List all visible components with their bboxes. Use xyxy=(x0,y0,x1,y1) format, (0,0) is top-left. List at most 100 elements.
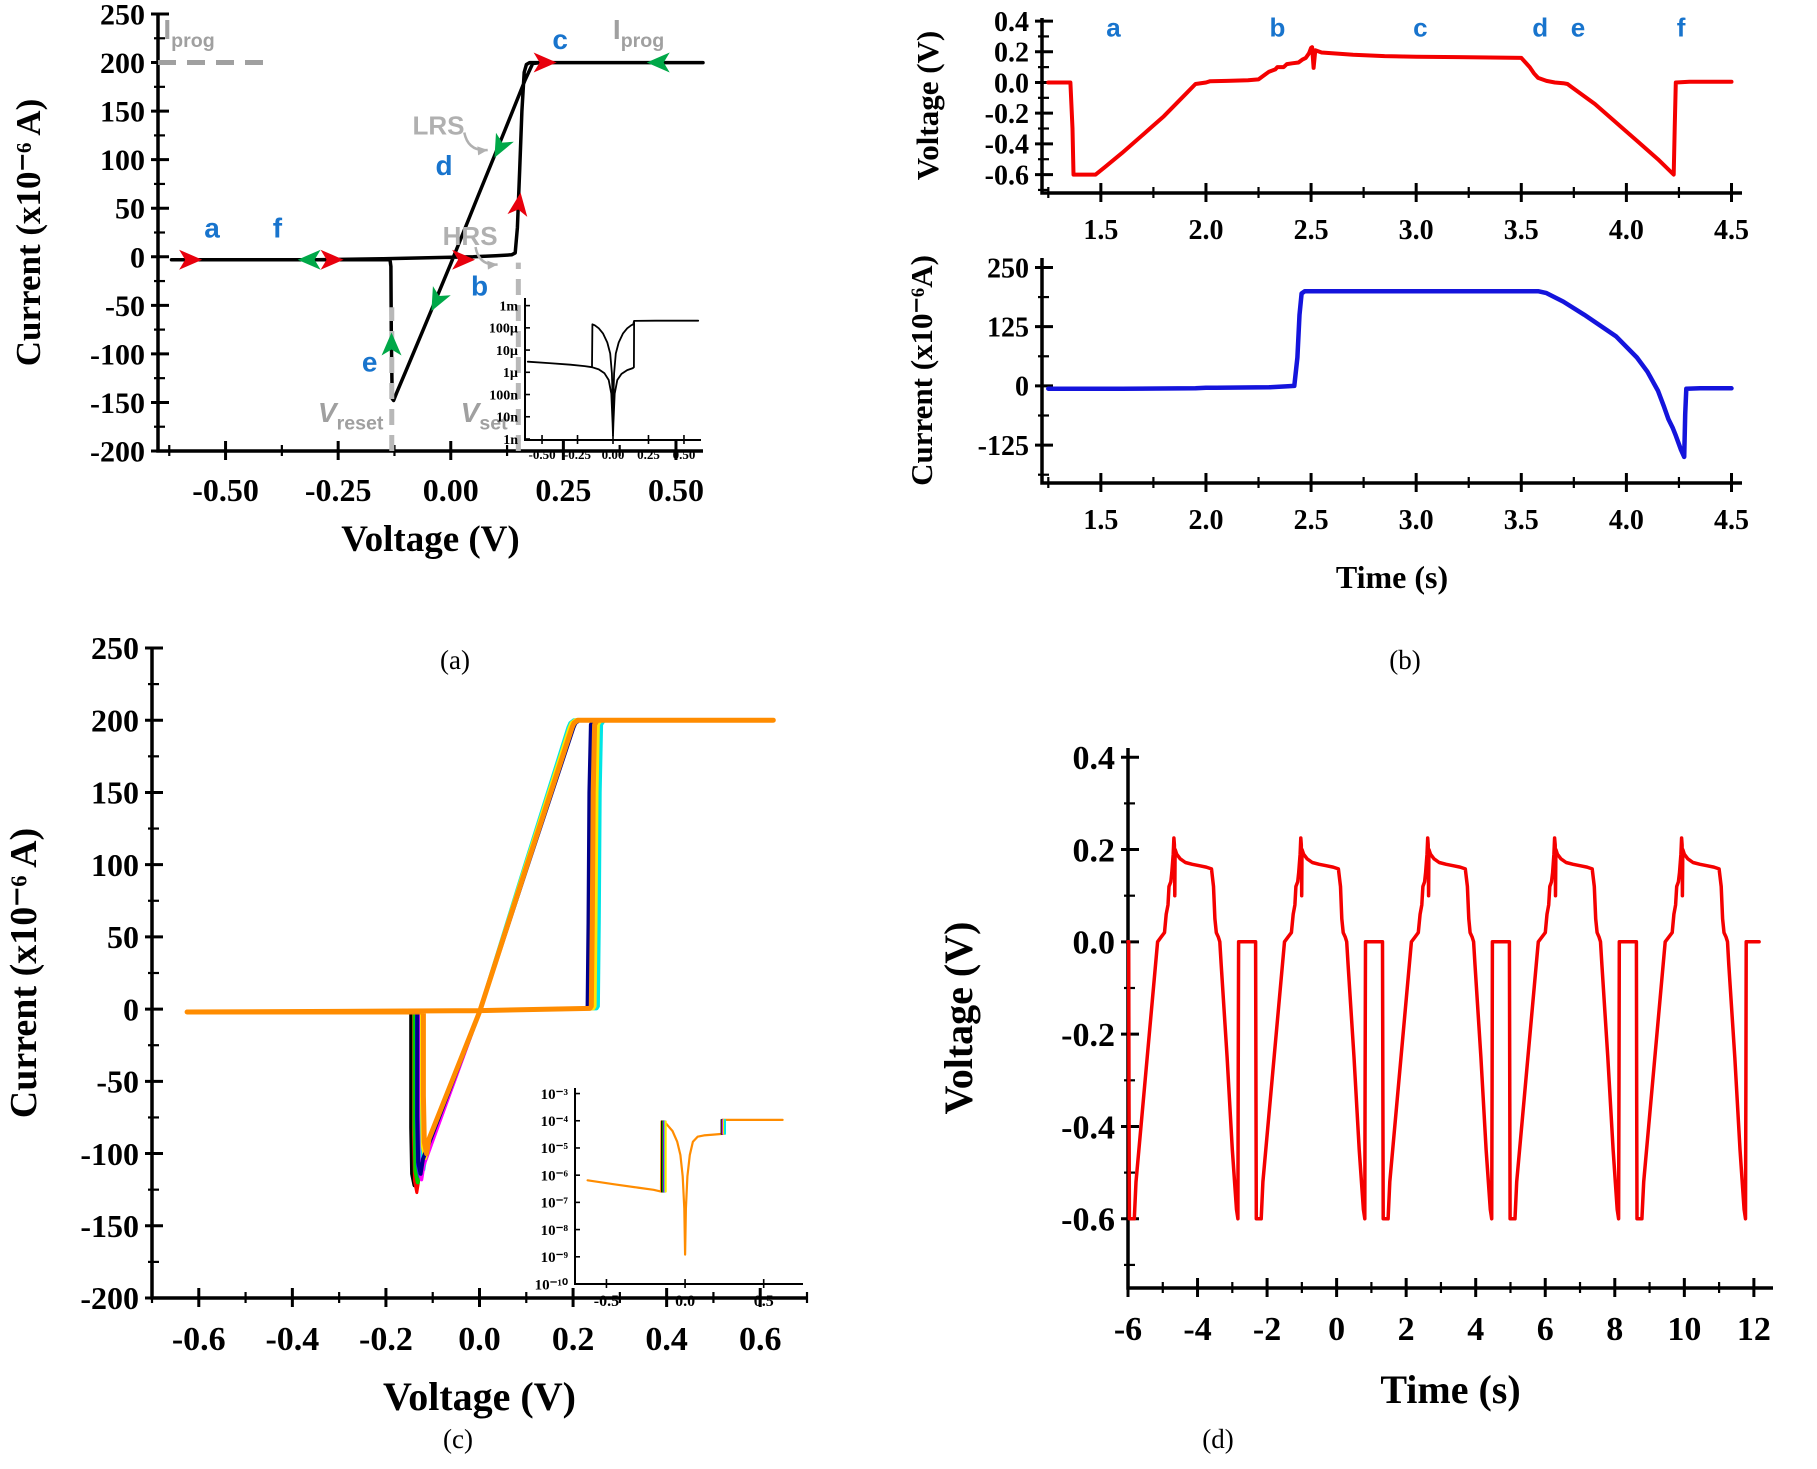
b-voltage-xtick-label: 4.5 xyxy=(1714,215,1749,246)
c-main-xtick-label: -0.4 xyxy=(265,1321,319,1358)
direction-arrowhead xyxy=(533,52,557,73)
d-voltage-series xyxy=(1126,836,1761,1221)
d-voltage-ytick-label: 0.2 xyxy=(1073,832,1116,869)
b-voltage-series xyxy=(1046,45,1734,177)
voltage-waveform xyxy=(1046,45,1734,177)
pulse-train xyxy=(1126,836,1761,1221)
c-inset-ytick-label: 10⁻⁵ xyxy=(541,1141,569,1157)
plot-label: e xyxy=(362,346,378,377)
caption-a: (a) xyxy=(440,645,470,675)
b-current-xtick-label: 1.5 xyxy=(1083,505,1118,536)
c-inset-xtick-label: 0.5 xyxy=(754,1293,774,1310)
plot-label: f xyxy=(273,212,283,243)
plot-label: d xyxy=(435,150,452,181)
b-voltage-xtick-label: 2.0 xyxy=(1188,215,1223,246)
b-voltage-xtick-label: 3.0 xyxy=(1399,215,1434,246)
c-inset-ytick-label: 10⁻⁶ xyxy=(541,1168,569,1184)
c-main-series xyxy=(184,717,776,1195)
b-current-xtick-label: 4.5 xyxy=(1714,505,1749,536)
c-main-ytick-label: -150 xyxy=(80,1208,139,1244)
a-inset-axes xyxy=(524,298,701,441)
d-voltage-xtick-label: 6 xyxy=(1537,1311,1554,1348)
a-main-ytick-label: 50 xyxy=(115,193,145,226)
plot-label: d xyxy=(1532,12,1548,42)
a-main-ytick-label: 0 xyxy=(130,241,145,274)
a-inset-ytick-label: 10n xyxy=(496,411,518,426)
c-main-xlabel: Voltage (V) xyxy=(383,1374,576,1419)
c-main-ytick-label: 200 xyxy=(91,702,139,738)
d-voltage-xtick-label: 12 xyxy=(1737,1311,1771,1348)
cycle-9 xyxy=(184,717,776,1157)
plot-label: Vreset xyxy=(318,397,384,435)
plot-label: b xyxy=(1269,12,1285,42)
c-inset-xtick-label: -0.5 xyxy=(594,1293,619,1310)
plot-label: b xyxy=(471,271,488,302)
a-main-xtick-label: 0.50 xyxy=(648,472,704,508)
a-inset: -0.50 -0.25 0.00 0.25 0.50 1m 100µ 10µ 1µ 100n 10n… xyxy=(489,298,701,462)
a-main-axes xyxy=(156,14,703,453)
b-current-xtick-label: 3.5 xyxy=(1504,505,1539,536)
b-voltage-ylabel: Voltage (V) xyxy=(910,31,945,181)
plot-label: Iprog xyxy=(613,14,664,52)
d-voltage-ticks: -6 -4 -2 0 2 4 6 8 10 12 0.4 0.2 0.0 -0.2 -0.4 -0.6 xyxy=(1061,740,1771,1348)
b-voltage-ytick-label: -0.2 xyxy=(985,99,1029,130)
b-current-xlabel: Time (s) xyxy=(1336,559,1448,595)
d-voltage-ytick-label: 0.0 xyxy=(1073,925,1116,962)
panel-b: 1.5 2.0 2.5 3.0 3.5 4.0 4.5 0.4 0.2 0.0 -0.2 -0.4 -0… xyxy=(880,0,1817,620)
a-main-xtick-label: -0.50 xyxy=(192,472,259,508)
a-main-ytick-label: -150 xyxy=(90,387,145,420)
panel-d-chart: -6 -4 -2 0 2 4 6 8 10 12 0.4 0.2 0.0 -0.2 -0.4 -0.6 Time… xyxy=(936,740,1773,1412)
d-voltage-xtick-label: 4 xyxy=(1467,1311,1484,1348)
b-current: 1.5 2.0 2.5 3.0 3.5 4.0 4.5 250 125 0 -125 Time (s)… xyxy=(904,253,1749,595)
a-main-xlabel: Voltage (V) xyxy=(341,519,519,560)
a-inset-ytick-label: 10µ xyxy=(496,344,518,359)
a-main-ytick-label: 250 xyxy=(100,0,145,32)
a-inset-xtick-label: 0.25 xyxy=(637,447,660,462)
a-main-ytick-label: -100 xyxy=(90,338,145,371)
panel-d: -6 -4 -2 0 2 4 6 8 10 12 0.4 0.2 0.0 -0.2 -0.4 -0.6 Time… xyxy=(880,620,1817,1469)
cycle-1 xyxy=(185,718,776,1188)
c-inset-series xyxy=(586,1118,784,1256)
cycle-4 xyxy=(185,718,776,1179)
b-voltage-ticks: 1.5 2.0 2.5 3.0 3.5 4.0 4.5 0.40.20.0-0.2-0.4-0… xyxy=(985,7,1749,246)
plot-label: LRS xyxy=(412,110,464,140)
b-voltage-ytick-label: -0.4 xyxy=(985,130,1029,161)
a-main-ytick-label: 200 xyxy=(100,47,145,80)
direction-arrowhead xyxy=(179,249,203,270)
plot-label: Vset xyxy=(461,397,508,435)
c-main-xtick-label: 0.0 xyxy=(458,1321,501,1358)
c-main-axes xyxy=(150,648,807,1300)
panel-b-chart: 1.5 2.0 2.5 3.0 3.5 4.0 4.5 0.40.20.0-0.2-0.4-0… xyxy=(904,7,1749,595)
c-main-xtick-label: 0.6 xyxy=(739,1321,782,1358)
a-inset-xtick-label: 0.00 xyxy=(602,447,625,462)
b-voltage-ytick-label: 0.4 xyxy=(994,7,1029,38)
b-voltage-xtick-label: 4.0 xyxy=(1609,215,1644,246)
a-main-ytick-label: 150 xyxy=(100,96,145,129)
direction-arrowhead xyxy=(507,192,528,217)
plot-label: c xyxy=(1413,12,1427,42)
c-main-ytick-label: -200 xyxy=(80,1280,139,1316)
a-main-xtick-label: 0.00 xyxy=(423,472,479,508)
cycle-3 xyxy=(185,718,776,1185)
c-main-ytick-label: 100 xyxy=(91,847,139,883)
plot-label: a xyxy=(204,212,220,243)
pointer-arrowhead xyxy=(487,260,498,270)
c-main-ticks: -0.6 -0.4 -0.2 0.0 0.2 0.4 0.6 250 200 150 100 50 0 -… xyxy=(80,630,809,1358)
a-inset-xtick-label: 0.50 xyxy=(673,447,696,462)
d-voltage-ytick-label: -0.2 xyxy=(1061,1017,1115,1054)
a-inset-ytick-label: 100µ xyxy=(489,322,518,337)
a-main-xtick-label: 0.25 xyxy=(535,472,591,508)
b-voltage-ytick-label: 0.0 xyxy=(994,68,1029,99)
d-voltage-xtick-label: 2 xyxy=(1398,1311,1415,1348)
c-inset-axes xyxy=(574,1088,803,1285)
panel-c: -0.6 -0.4 -0.2 0.0 0.2 0.4 0.6 250 200 150 100 50 0 -… xyxy=(0,620,880,1469)
panel-a-chart: -0.50 -0.25 0.00 0.25 0.50 250 200 150 100 50 0 -50… xyxy=(9,0,705,560)
caption-b: (b) xyxy=(1389,645,1421,675)
a-main: -0.50 -0.25 0.00 0.25 0.50 250 200 150 100 50 0 -50… xyxy=(9,0,705,560)
a-inset-ytick-label: 1m xyxy=(499,300,518,315)
plot-label: a xyxy=(1106,12,1121,42)
b-current-xtick-label: 2.5 xyxy=(1294,505,1329,536)
b-current-axes xyxy=(1040,258,1742,485)
